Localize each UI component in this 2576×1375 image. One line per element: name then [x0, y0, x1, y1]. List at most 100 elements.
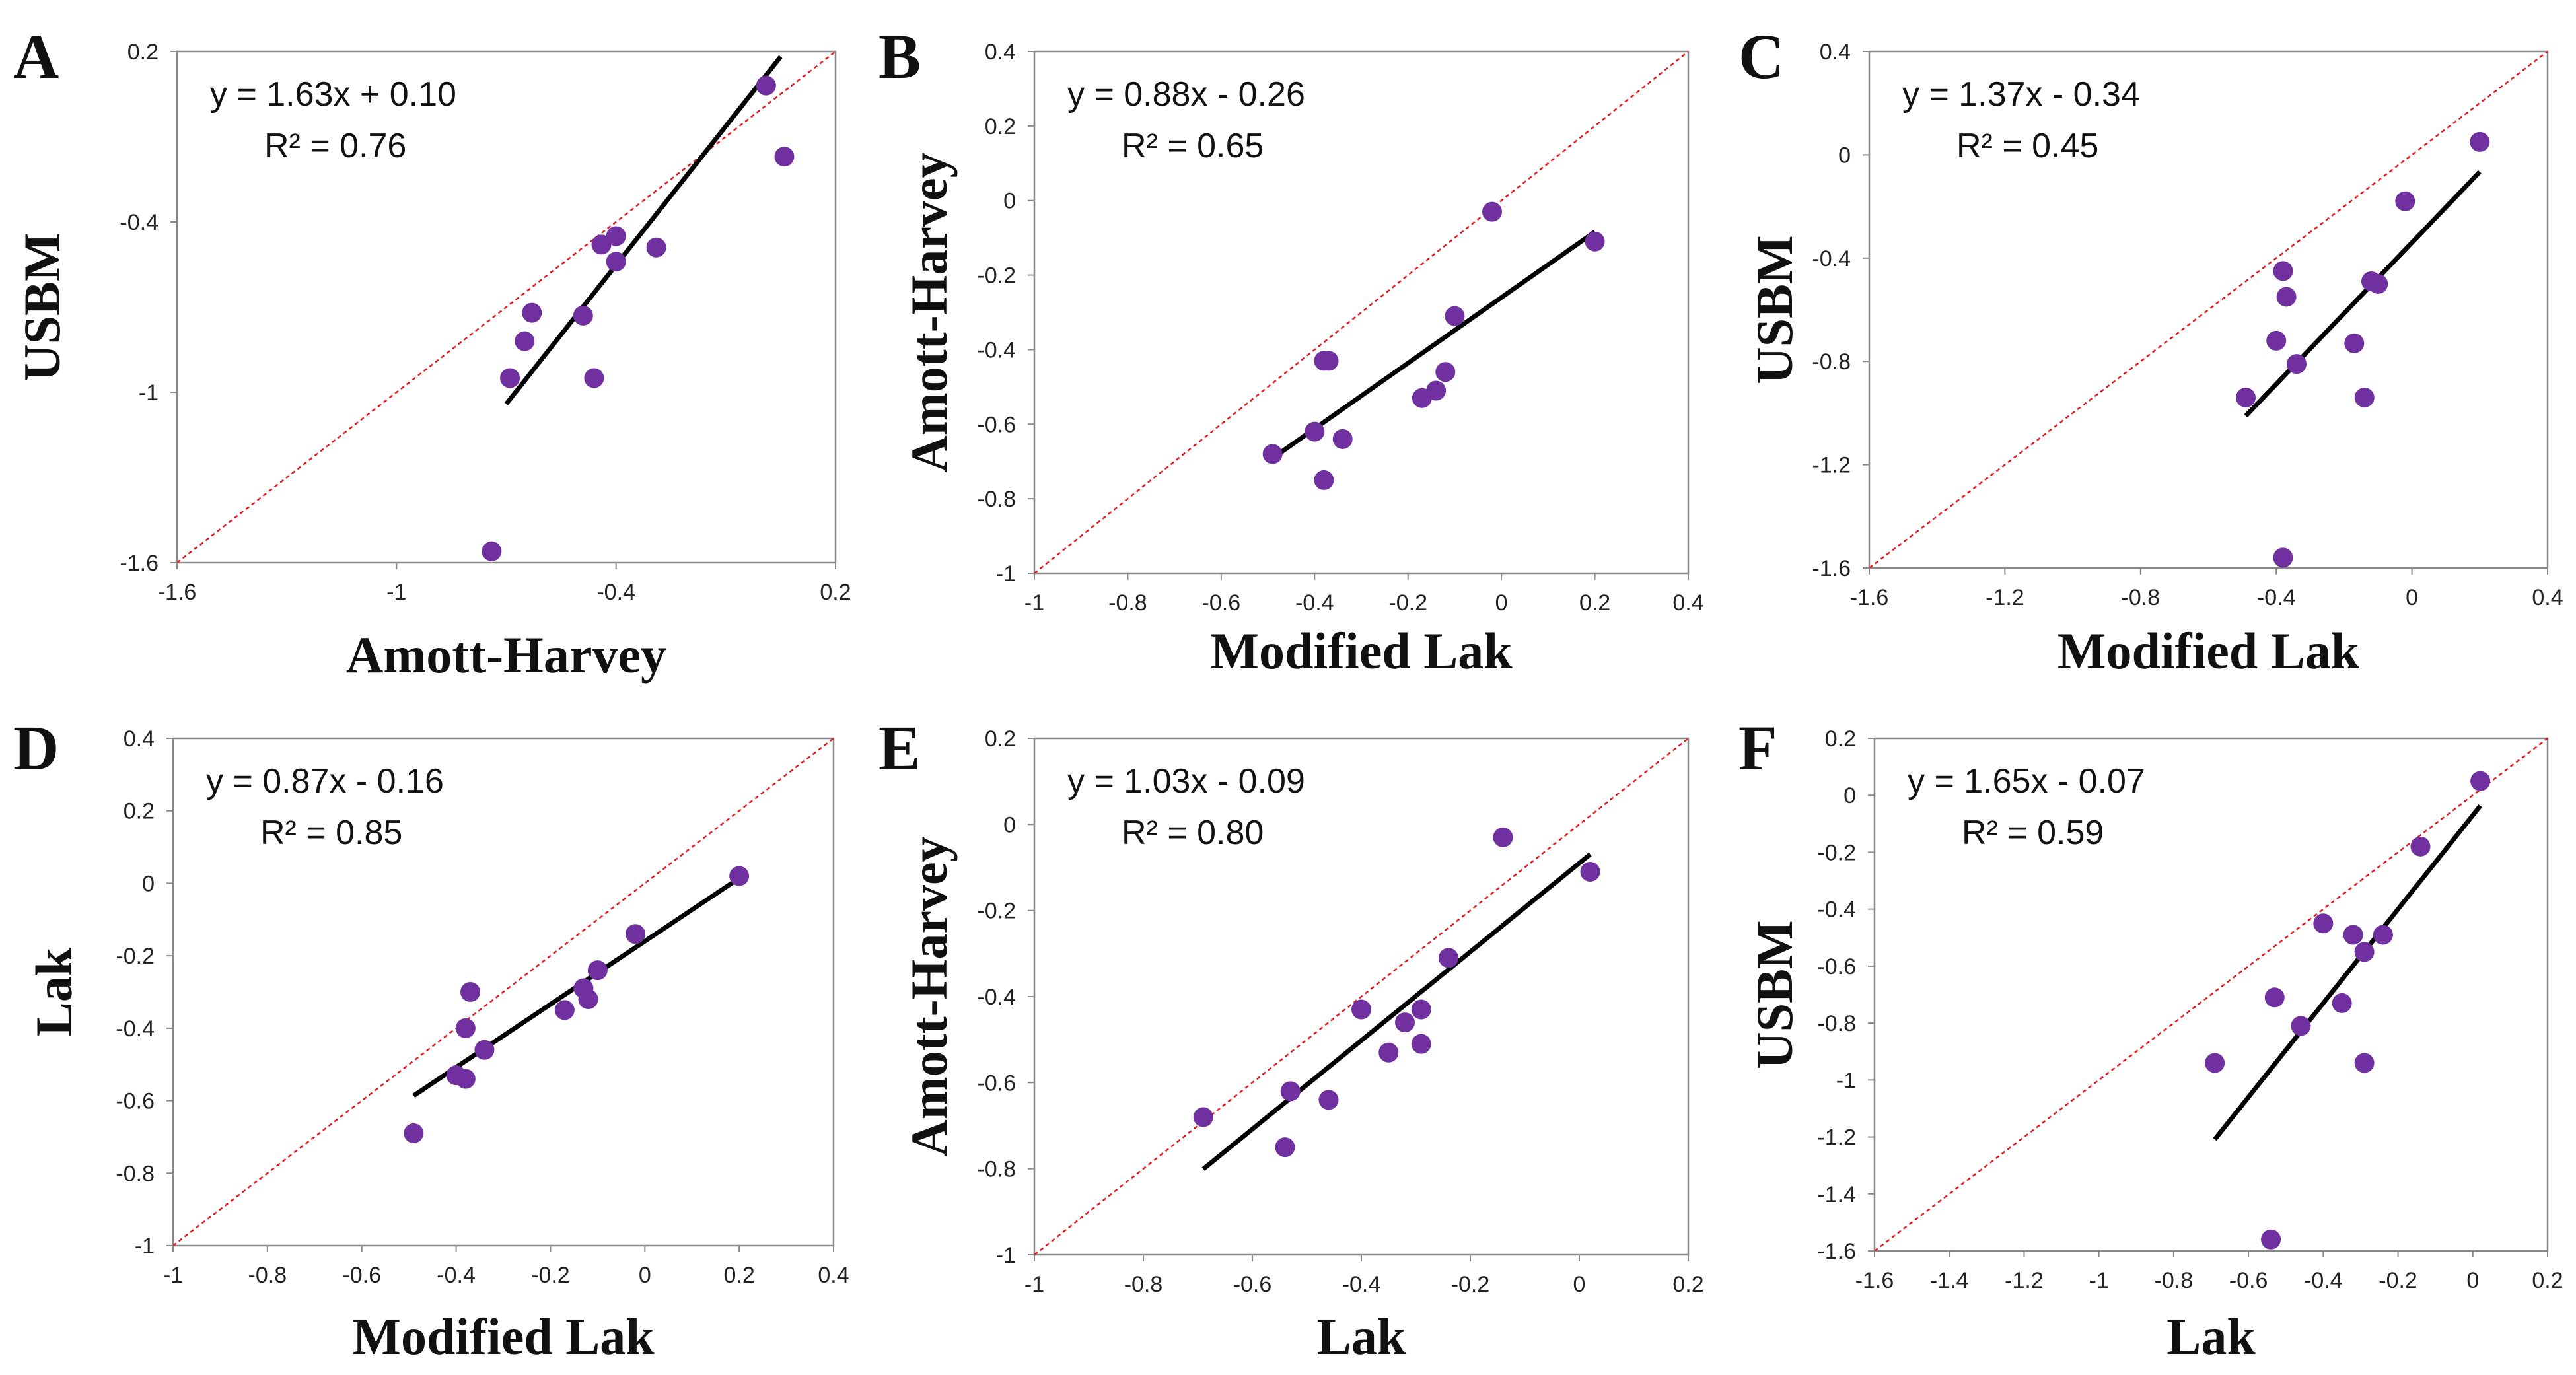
y-tick-label: -0.2: [977, 899, 1016, 924]
data-point: [2395, 191, 2415, 211]
data-point: [1585, 231, 1605, 252]
r-squared: R² = 0.59: [1962, 814, 2104, 852]
regression-equation: y = 0.87x - 0.16: [206, 762, 444, 800]
y-tick-label: 0: [142, 871, 155, 896]
x-tick-label: -0.6: [2229, 1268, 2268, 1293]
x-tick-label: -0.4: [2257, 585, 2296, 610]
r-squared: R² = 0.65: [1122, 127, 1264, 165]
y-axis-label: USBM: [13, 232, 71, 381]
x-tick-label: 0: [2466, 1268, 2479, 1293]
regression-equation: y = 1.37x - 0.34: [1902, 75, 2140, 114]
y-tick-label: -0.8: [977, 487, 1016, 512]
y-tick-label: -0.6: [977, 412, 1016, 437]
y-tick-label: -1: [996, 561, 1016, 586]
identity-line: [1874, 738, 2548, 1252]
x-tick-label: -0.4: [437, 1263, 476, 1288]
data-point: [1411, 1034, 1431, 1054]
x-tick-label: 0.4: [1672, 590, 1703, 616]
y-tick-label: 0.2: [127, 40, 159, 65]
plot-frame: [1033, 50, 1690, 575]
data-point: [482, 541, 502, 561]
data-point: [1318, 351, 1339, 371]
x-tick-label: -1: [1024, 1272, 1044, 1297]
data-point: [2235, 387, 2256, 407]
x-axis-label: Modified Lak: [2057, 622, 2360, 680]
x-axis-label: Modified Lak: [352, 1308, 655, 1365]
data-point: [756, 75, 776, 96]
y-tick-label: 0: [1003, 812, 1016, 837]
data-point: [2266, 330, 2287, 351]
data-point: [460, 982, 480, 1002]
regression-equation: y = 1.03x - 0.09: [1067, 762, 1305, 800]
y-tick-label: 0.2: [124, 799, 155, 824]
panel-letter-a: A: [13, 21, 59, 92]
data-point: [1262, 444, 1283, 464]
x-tick-label: -1.4: [1930, 1268, 1969, 1293]
x-tick-label: -0.8: [1124, 1272, 1163, 1297]
x-tick-label: -0.4: [2304, 1268, 2343, 1293]
y-tick-label: 0: [1003, 189, 1016, 214]
data-point: [554, 1000, 575, 1020]
data-point: [606, 252, 626, 272]
data-point: [1411, 999, 1431, 1020]
regression-equation: y = 1.65x - 0.07: [1908, 762, 2145, 800]
panel-letter-d: D: [13, 713, 59, 783]
data-point: [2343, 925, 2363, 945]
y-tick-label: -0.4: [1817, 898, 1856, 923]
data-point: [2354, 1053, 2375, 1073]
y-tick-label: -1.6: [120, 551, 159, 576]
x-tick-label: -0.2: [1451, 1272, 1490, 1297]
panel-f: F -1.6 -1.4 -1.2 -1 -0.8 -0.6 -0.4 -0.2 0 0.2 -1.6 -…: [1738, 713, 2563, 1365]
regression-line: [1201, 852, 1592, 1171]
y-tick-label: -0.6: [1817, 954, 1856, 979]
y-tick-label: 0: [1838, 143, 1851, 168]
y-tick-label: 0.4: [1820, 40, 1851, 65]
data-point: [2344, 333, 2365, 353]
data-point: [578, 989, 598, 1009]
data-point: [474, 1040, 495, 1060]
regression-equation: y = 0.88x - 0.26: [1067, 75, 1305, 114]
data-point: [584, 368, 604, 388]
y-tick-label: 0.2: [985, 114, 1016, 139]
data-point: [2276, 287, 2297, 307]
identity-line: [1034, 738, 1689, 1255]
x-tick-label: -1: [1024, 590, 1044, 616]
data-point: [1395, 1012, 1415, 1033]
y-axis-label: Amott-Harvey: [900, 836, 958, 1156]
panel-d: D -1 -0.8 -0.6 -0.4 -0.2 0 0.2 0.4 -1 -0.8 -0.6 -0.4…: [13, 713, 849, 1365]
y-tick-label: -1.4: [1817, 1182, 1856, 1207]
x-tick-label: 0: [2406, 585, 2418, 610]
y-tick-label: -0.8: [1817, 1011, 1856, 1036]
y-tick-label: 0: [1843, 783, 1856, 808]
x-tick-label: -1: [386, 580, 406, 605]
identity-line: [172, 738, 834, 1246]
data-point: [1280, 1081, 1301, 1102]
data-point: [2332, 993, 2352, 1013]
y-tick-label: -0.8: [977, 1157, 1016, 1182]
data-point: [1482, 201, 1502, 222]
x-tick-label: 0.4: [2532, 585, 2563, 610]
data-point: [1493, 827, 1513, 847]
x-tick-label: 0.2: [820, 580, 851, 605]
y-tick-label: -0.6: [116, 1089, 155, 1114]
x-axis-label: Amott-Harvey: [346, 626, 666, 684]
plot-frame: [1873, 737, 2549, 1252]
data-point: [729, 866, 750, 886]
r-squared: R² = 0.85: [260, 814, 402, 852]
y-axis-label: Amott-Harvey: [900, 152, 958, 472]
panel-e: E -1 -0.8 -0.6 -0.4 -0.2 0 0.2 -1 -0.8 -0.6 -0.4 -0.…: [878, 713, 1704, 1365]
data-point: [2373, 925, 2393, 945]
y-tick-label: -0.2: [116, 944, 155, 969]
identity-line: [176, 51, 836, 563]
x-tick-label: 0: [1495, 590, 1508, 616]
data-point: [2261, 1229, 2281, 1250]
x-tick-label: -0.8: [1108, 590, 1147, 616]
x-tick-label: -0.2: [1388, 590, 1427, 616]
data-point: [2368, 273, 2388, 294]
x-tick-label: 0.2: [724, 1263, 755, 1288]
y-tick-label: -1.2: [1817, 1125, 1856, 1150]
y-tick-label: -1: [996, 1243, 1016, 1268]
data-point: [1412, 388, 1432, 408]
y-tick-label: -1: [1836, 1068, 1856, 1093]
data-point: [1435, 362, 1456, 382]
